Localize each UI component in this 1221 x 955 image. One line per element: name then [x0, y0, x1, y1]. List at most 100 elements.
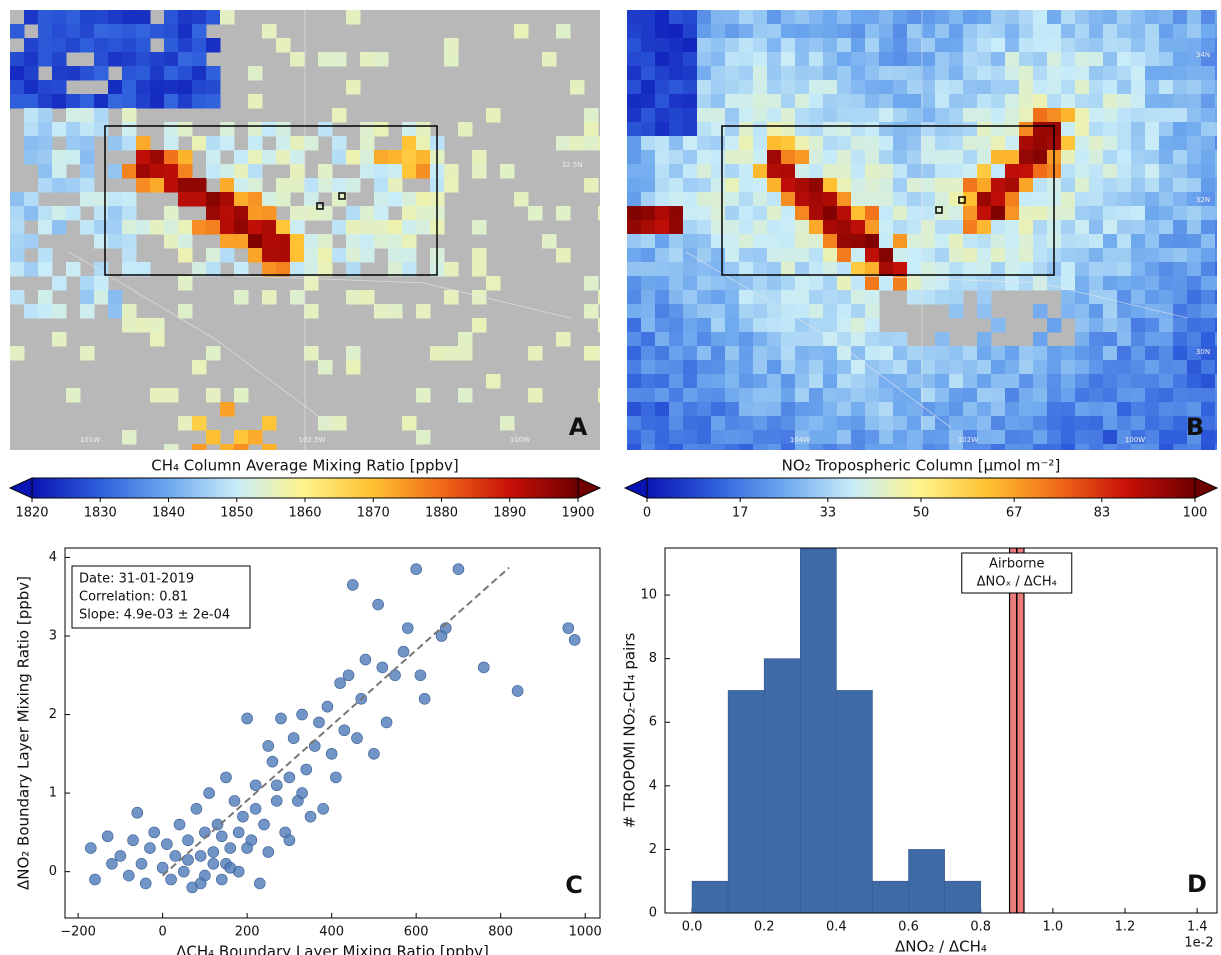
map-cell — [444, 346, 459, 361]
map-cell — [1033, 332, 1048, 347]
map-cell — [809, 304, 824, 319]
map-cell — [977, 444, 992, 450]
scatter-point — [194, 850, 207, 862]
map-cell — [683, 374, 698, 389]
map-cell — [851, 360, 866, 375]
map-cell — [1019, 206, 1034, 221]
map-cell — [402, 122, 417, 137]
map-cell — [598, 346, 600, 361]
map-cell — [80, 276, 95, 291]
map-cell — [66, 10, 81, 25]
map-cell — [94, 220, 109, 235]
colorbar-tick-label: 1860 — [288, 506, 321, 521]
map-cell — [360, 206, 375, 221]
map-cell — [725, 318, 740, 333]
map-cell — [1215, 150, 1217, 165]
map-cell — [1103, 360, 1118, 375]
map-cell — [837, 66, 852, 81]
map-cell — [865, 444, 880, 450]
map-cell — [346, 360, 361, 375]
map-cell — [108, 136, 123, 151]
map-cell — [1187, 346, 1202, 361]
map-cell — [66, 94, 81, 109]
map-cell — [1159, 206, 1174, 221]
map-cell — [795, 248, 810, 263]
map-cell — [949, 234, 964, 249]
map-cell — [1201, 52, 1216, 67]
map-cell — [1005, 416, 1020, 431]
map-cell — [991, 430, 1006, 445]
colorbar-tick-label: 50 — [913, 506, 930, 521]
map-cell — [837, 206, 852, 221]
map-cell — [823, 38, 838, 53]
map-cell — [304, 192, 319, 207]
map-cell — [627, 178, 642, 193]
map-cell — [837, 122, 852, 137]
map-cell — [1173, 164, 1188, 179]
map-cell — [1215, 374, 1217, 389]
map-cell — [1089, 108, 1104, 123]
map-cell — [472, 248, 487, 263]
map-cell — [627, 220, 642, 235]
map-cell — [977, 374, 992, 389]
colorbar-extend-high — [577, 477, 602, 499]
map-cell — [1215, 206, 1217, 221]
map-cell — [332, 248, 347, 263]
scatter-point — [249, 779, 262, 792]
map-cell — [935, 430, 950, 445]
map-cell — [472, 290, 487, 305]
histogram-bar — [763, 658, 801, 913]
map-cell — [52, 80, 67, 95]
map-cell — [949, 402, 964, 417]
map-cell — [1061, 150, 1076, 165]
map-cell — [1089, 10, 1104, 25]
map-cell — [725, 304, 740, 319]
map-cell — [24, 38, 39, 53]
map-cell — [781, 276, 796, 291]
map-cell — [80, 220, 95, 235]
map-cell — [1089, 220, 1104, 235]
map-cell — [893, 374, 908, 389]
map-cell — [52, 24, 67, 39]
map-cell — [24, 136, 39, 151]
map-cell — [1075, 332, 1090, 347]
map-cell — [38, 80, 53, 95]
map-cell — [781, 346, 796, 361]
map-cell — [711, 24, 726, 39]
map-cell — [865, 164, 880, 179]
map-cell — [753, 66, 768, 81]
map-cell — [669, 346, 684, 361]
map-cell — [1215, 304, 1217, 319]
map-cell — [1005, 24, 1020, 39]
map-cell — [977, 304, 992, 319]
map-label: 100W — [1125, 436, 1145, 444]
map-cell — [80, 38, 95, 53]
map-cell — [683, 136, 698, 151]
map-label: 34N — [1196, 51, 1210, 59]
map-cell — [80, 304, 95, 319]
map-cell — [248, 136, 263, 151]
map-cell — [1187, 122, 1202, 137]
plot-frame — [664, 547, 1218, 914]
map-cell — [669, 192, 684, 207]
map-cell — [192, 192, 207, 207]
map-cell — [234, 178, 249, 193]
map-cell — [1145, 262, 1160, 277]
map-cell — [1187, 178, 1202, 193]
map-cell — [416, 164, 431, 179]
map-cell — [991, 38, 1006, 53]
map-cell — [767, 52, 782, 67]
map-cell — [402, 220, 417, 235]
map-cell — [711, 52, 726, 67]
scatter-point — [228, 795, 241, 807]
map-cell — [669, 276, 684, 291]
map-cell — [1215, 38, 1217, 53]
map-cell — [669, 136, 684, 151]
map-cell — [1131, 80, 1146, 95]
map-cell — [991, 402, 1006, 417]
map-cell — [1131, 346, 1146, 361]
map-cell — [1005, 164, 1020, 179]
map-cell — [1061, 192, 1076, 207]
map-cell — [795, 290, 810, 305]
map-cell — [921, 206, 936, 221]
